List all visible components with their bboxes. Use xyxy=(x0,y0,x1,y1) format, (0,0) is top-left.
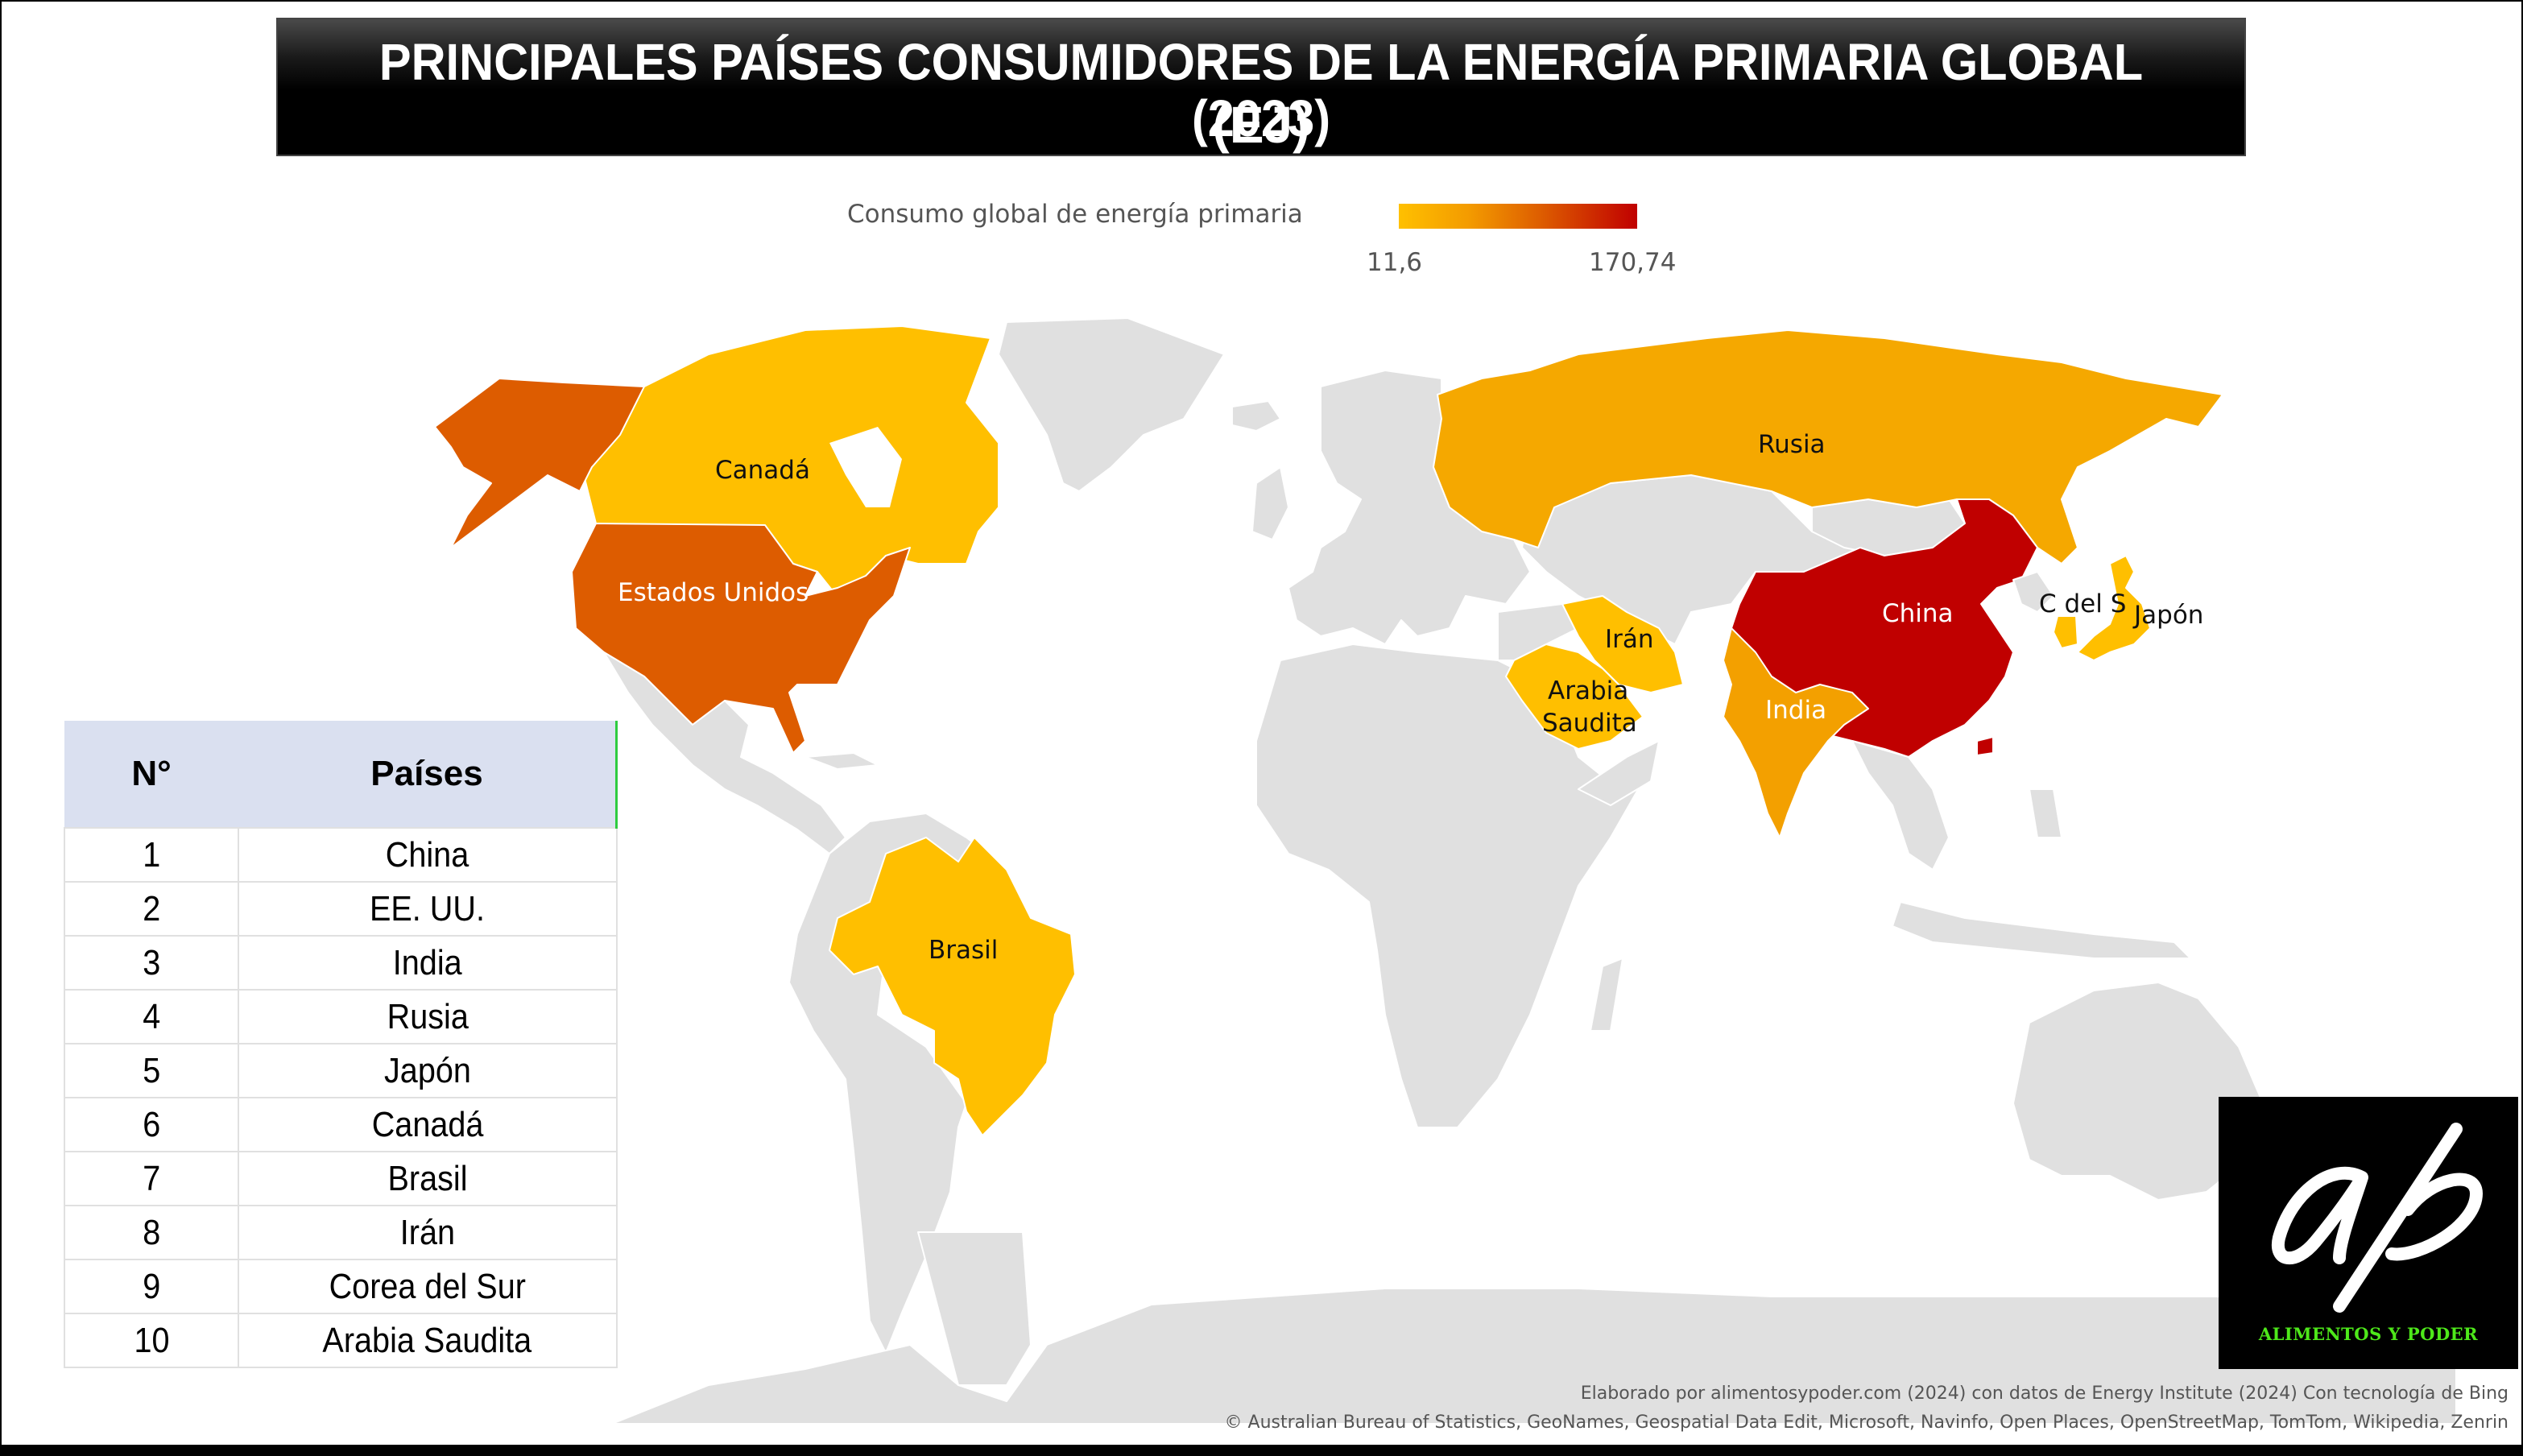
rank-cell: 5 xyxy=(142,1050,161,1090)
rank-cell: 3 xyxy=(142,942,161,982)
label-china: China xyxy=(1882,599,1954,628)
uk xyxy=(1251,466,1289,540)
credit-map-attribution: © Australian Bureau of Statistics, GeoNa… xyxy=(1224,1413,2509,1433)
label-usa: Estados Unidos xyxy=(618,578,809,607)
iceland xyxy=(1231,400,1281,432)
greenland xyxy=(998,317,1225,492)
table-row: 10 Arabia Saudita xyxy=(64,1313,618,1368)
brand-logo: ALIMENTOS Y PODER xyxy=(2219,1097,2518,1369)
country-cell: Rusia xyxy=(387,996,469,1036)
label-iran: Irán xyxy=(1605,625,1654,654)
rank-cell: 4 xyxy=(142,996,161,1036)
legend-label: Consumo global de energía primaria xyxy=(847,200,1303,229)
ranking-table: N° Países 1 China 2 EE. UU. 3 India 4 Rusia … xyxy=(64,721,618,1368)
saudi-arabia xyxy=(1505,643,1644,750)
title-banner: PRINCIPALES PAÍSES CONSUMIDORES DE LA EN… xyxy=(276,18,2246,156)
table-row: 7 Brasil xyxy=(64,1151,618,1206)
mexico xyxy=(603,651,846,854)
country-cell: Canadá xyxy=(371,1104,484,1144)
label-south-korea: C del S xyxy=(2039,589,2127,618)
table-row: 4 Rusia xyxy=(64,989,618,1044)
south-korea xyxy=(2053,615,2078,649)
label-brazil: Brasil xyxy=(929,936,999,965)
indonesia xyxy=(1892,901,2191,959)
country-cell: Corea del Sur xyxy=(329,1266,526,1306)
label-canada: Canadá xyxy=(715,456,810,485)
header-country: Países xyxy=(238,721,618,828)
bottom-border xyxy=(0,1445,2523,1456)
rank-cell: 10 xyxy=(133,1320,170,1360)
logo-text: ALIMENTOS Y PODER xyxy=(2258,1324,2479,1344)
country-cell: India xyxy=(392,942,462,982)
southeast-asia xyxy=(1851,740,1950,871)
label-saudi-line2: Saudita xyxy=(1542,709,1637,738)
rank-cell: 9 xyxy=(142,1266,161,1306)
legend-gradient-bar xyxy=(1399,204,1637,229)
table-row: 8 Irán xyxy=(64,1205,618,1260)
label-saudi-line1: Arabia xyxy=(1548,676,1629,705)
country-cell: Arabia Saudita xyxy=(322,1320,532,1360)
rank-cell: 7 xyxy=(142,1158,161,1198)
country-cell: China xyxy=(386,834,469,875)
iran xyxy=(1561,595,1684,693)
table-row: 3 India xyxy=(64,935,618,991)
hainan xyxy=(1976,736,1994,756)
rank-cell: 1 xyxy=(142,834,161,875)
table-row: 6 Canadá xyxy=(64,1097,618,1152)
credit-source: Elaborado por alimentosypoder.com (2024)… xyxy=(1580,1384,2509,1404)
label-india: India xyxy=(1765,696,1827,725)
country-cell: Japón xyxy=(383,1050,471,1090)
world-map-svg xyxy=(434,317,2457,1425)
label-russia: Rusia xyxy=(1758,430,1826,459)
country-cell: Irán xyxy=(399,1212,455,1252)
russia xyxy=(1433,329,2223,565)
japan xyxy=(2077,555,2151,661)
title-line-1: PRINCIPALES PAÍSES CONSUMIDORES DE LA EN… xyxy=(378,33,2144,147)
header-rank: N° xyxy=(64,721,238,828)
ap-monogram-icon xyxy=(2271,1123,2483,1313)
rank-cell: 8 xyxy=(142,1212,161,1252)
alaska xyxy=(434,378,645,548)
table-row: 2 EE. UU. xyxy=(64,881,618,937)
brazil xyxy=(829,837,1076,1136)
world-map: Canadá Estados Unidos Rusia China C del … xyxy=(0,306,2523,1433)
legend-max-value: 170,74 xyxy=(1589,248,1677,277)
rank-cell: 2 xyxy=(142,888,161,929)
table-row: 5 Japón xyxy=(64,1043,618,1098)
country-cell: Brasil xyxy=(387,1158,468,1198)
legend-min-value: 11,6 xyxy=(1367,248,1423,277)
rank-cell: 6 xyxy=(142,1104,161,1144)
table-header-row: N° Países xyxy=(64,721,618,828)
country-cell: EE. UU. xyxy=(370,888,486,929)
table-row: 1 China xyxy=(64,827,618,883)
label-japan: Japón xyxy=(2134,601,2204,630)
title-line-2: (EJ) xyxy=(1212,96,1310,154)
india xyxy=(1723,627,1869,838)
table-row: 9 Corea del Sur xyxy=(64,1259,618,1314)
